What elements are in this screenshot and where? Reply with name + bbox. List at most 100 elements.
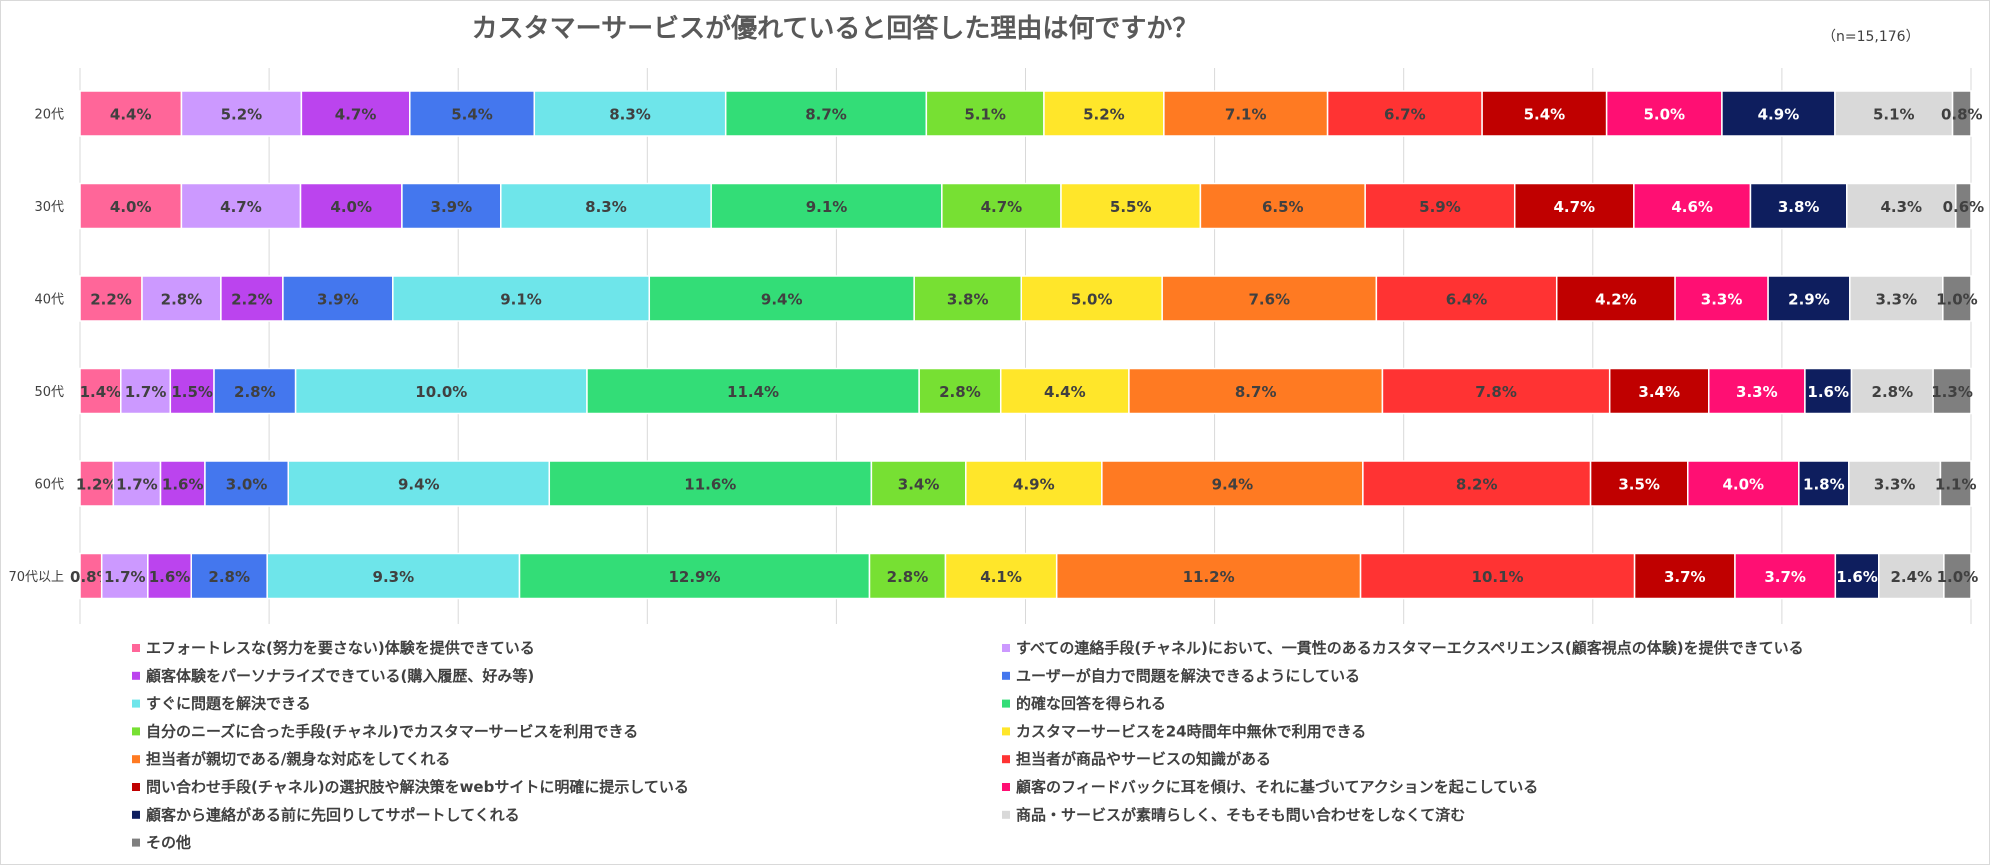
bar-segment xyxy=(500,182,712,230)
data-label: 4.7% xyxy=(335,106,377,124)
legend-swatch xyxy=(1002,699,1010,708)
bar-segment xyxy=(1834,90,1954,137)
data-label: 10.0% xyxy=(415,383,467,401)
bar-segment xyxy=(1555,275,1676,322)
data-label: 4.4% xyxy=(110,106,152,124)
data-label: 1.1% xyxy=(1935,476,1977,494)
bar-segment xyxy=(710,182,943,230)
data-label: 0.6% xyxy=(1943,198,1985,216)
data-label: 4.7% xyxy=(981,198,1023,216)
bar-segment xyxy=(1364,182,1516,230)
bar-segment xyxy=(1932,367,1972,415)
data-label: 1.6% xyxy=(1807,383,1849,401)
data-label: 1.2% xyxy=(76,476,118,494)
data-label: 2.8% xyxy=(161,291,203,309)
data-label: 3.8% xyxy=(947,291,989,309)
legend-label: ユーザーが自力で問題を解決できるようにしている xyxy=(1016,667,1360,685)
bar-segment xyxy=(548,460,873,507)
data-label: 1.6% xyxy=(1836,568,1878,586)
category-label: 40代 xyxy=(34,293,64,308)
legend-swatch xyxy=(132,671,140,680)
data-label: 4.4% xyxy=(1044,383,1086,401)
bar-segment xyxy=(1798,460,1850,507)
legend-label: すべての連絡手段(チャネル)において、一貫性のあるカスタマーエクスペリエンス(顧… xyxy=(1016,639,1804,657)
data-label: 4.0% xyxy=(110,198,152,216)
bar-segment xyxy=(1834,552,1880,600)
bar-segment xyxy=(190,552,268,600)
legend-label: すぐに問題を解決できる xyxy=(146,695,311,713)
legend-label: 的確な回答を得られる xyxy=(1016,695,1166,713)
data-label: 2.8% xyxy=(887,568,929,586)
legend-label: 問い合わせ手段(チャネル)の選択肢や解決策をwebサイトに明確に提示している xyxy=(146,778,689,796)
legend-label: 自分のニーズに合った手段(チャネル)でカスタマーサービスを利用できる xyxy=(146,722,638,740)
bar-segment xyxy=(79,275,143,322)
data-label: 3.7% xyxy=(1764,568,1806,586)
data-label: 11.6% xyxy=(684,476,736,494)
gridlines xyxy=(79,68,1972,624)
bar-segment xyxy=(294,367,588,415)
legend-swatch xyxy=(132,838,140,847)
bar-segment xyxy=(1060,182,1202,230)
bar-segment xyxy=(999,367,1130,415)
data-label: 3.3% xyxy=(1876,291,1918,309)
data-label: 4.3% xyxy=(1880,198,1922,216)
bar-segment xyxy=(1359,552,1636,600)
data-label: 0.8% xyxy=(1941,106,1983,124)
data-label: 5.9% xyxy=(1419,198,1461,216)
legend-swatch xyxy=(1002,755,1010,764)
data-label: 10.1% xyxy=(1472,568,1524,586)
bar-segment xyxy=(112,460,162,507)
data-label: 4.9% xyxy=(1758,106,1800,124)
chart-title: カスタマーサービスが優れていると回答した理由は何ですか？ xyxy=(472,13,1199,44)
data-label: 11.2% xyxy=(1183,568,1235,586)
category-axis: 20代 30代 40代 50代 60代 70代以上 xyxy=(8,108,64,586)
bar-segment xyxy=(868,552,947,600)
data-label: 9.4% xyxy=(761,291,803,309)
legend-label: カスタマーサービスを24時間年中無休で利用できる xyxy=(1016,722,1366,740)
data-label: 7.8% xyxy=(1475,383,1517,401)
bar-segment xyxy=(944,552,1058,600)
data-label: 1.4% xyxy=(80,383,122,401)
bar-segment xyxy=(648,275,915,322)
data-label: 3.9% xyxy=(317,291,359,309)
data-label: 2.8% xyxy=(208,568,250,586)
bar-segment xyxy=(533,90,727,137)
bar-segment xyxy=(1043,90,1165,137)
legend-swatch xyxy=(1002,644,1010,652)
bar-segment xyxy=(1362,460,1592,507)
data-label: 3.8% xyxy=(1778,198,1820,216)
sample-size-note: （n=15,176） xyxy=(1822,29,1920,45)
data-label: 2.4% xyxy=(1891,568,1933,586)
data-label: 1.0% xyxy=(1937,568,1979,586)
data-label: 5.4% xyxy=(1524,106,1566,124)
data-label: 1.5% xyxy=(171,383,213,401)
data-label: 9.4% xyxy=(1212,476,1254,494)
data-label: 1.6% xyxy=(149,568,191,586)
bar-segment xyxy=(1161,275,1378,322)
category-label: 30代 xyxy=(34,200,64,215)
data-label: 5.1% xyxy=(964,106,1006,124)
category-label: 20代 xyxy=(34,108,64,123)
data-label: 3.3% xyxy=(1701,291,1743,309)
data-label: 5.0% xyxy=(1643,106,1685,124)
bar-segment xyxy=(518,552,871,600)
data-label: 3.3% xyxy=(1874,476,1916,494)
bar-segment xyxy=(266,552,521,600)
data-label: 3.4% xyxy=(1638,383,1680,401)
legend-swatch xyxy=(132,644,140,652)
bar-segment xyxy=(918,367,1002,415)
legend-swatch xyxy=(132,727,140,736)
legend-swatch xyxy=(1002,783,1010,791)
data-label: 1.7% xyxy=(104,568,146,586)
bar-segment xyxy=(282,275,394,322)
data-label: 1.8% xyxy=(1803,476,1845,494)
bar-segment xyxy=(1943,552,1972,600)
data-label: 6.5% xyxy=(1262,198,1304,216)
data-label: 1.7% xyxy=(116,476,158,494)
bar-segment xyxy=(586,367,920,415)
bar-segment xyxy=(965,460,1103,507)
bar-segment xyxy=(1020,275,1163,322)
data-label: 7.6% xyxy=(1248,291,1290,309)
